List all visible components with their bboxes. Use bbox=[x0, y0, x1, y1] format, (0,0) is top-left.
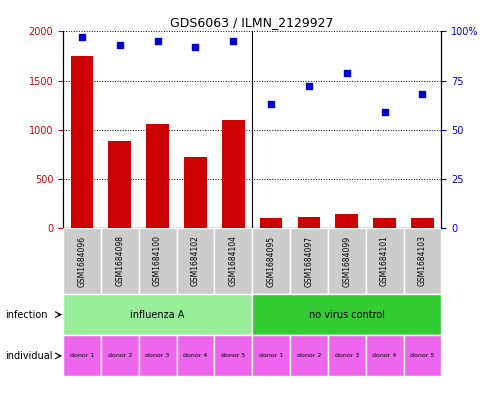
Text: GSM1684097: GSM1684097 bbox=[304, 235, 313, 286]
Text: donor 3: donor 3 bbox=[145, 353, 169, 358]
Bar bbox=[146, 124, 168, 228]
Text: GSM1684101: GSM1684101 bbox=[379, 235, 388, 286]
Bar bbox=[373, 218, 395, 228]
Text: infection: infection bbox=[5, 310, 47, 320]
Point bbox=[342, 70, 350, 76]
Text: donor 2: donor 2 bbox=[107, 353, 132, 358]
FancyBboxPatch shape bbox=[365, 228, 403, 294]
FancyBboxPatch shape bbox=[176, 228, 214, 294]
FancyBboxPatch shape bbox=[138, 228, 176, 294]
FancyBboxPatch shape bbox=[403, 335, 440, 376]
Point bbox=[229, 38, 237, 44]
FancyBboxPatch shape bbox=[252, 294, 440, 335]
FancyBboxPatch shape bbox=[63, 228, 101, 294]
FancyBboxPatch shape bbox=[327, 335, 365, 376]
Point bbox=[418, 91, 425, 97]
FancyBboxPatch shape bbox=[289, 335, 327, 376]
Text: GSM1684104: GSM1684104 bbox=[228, 235, 237, 286]
Point bbox=[191, 44, 199, 50]
Text: donor 3: donor 3 bbox=[334, 353, 358, 358]
Bar bbox=[222, 120, 244, 228]
Text: GSM1684102: GSM1684102 bbox=[191, 235, 199, 286]
Bar bbox=[297, 217, 319, 228]
Text: GSM1684096: GSM1684096 bbox=[77, 235, 86, 286]
Text: donor 5: donor 5 bbox=[409, 353, 434, 358]
Bar bbox=[108, 141, 131, 228]
Text: donor 1: donor 1 bbox=[258, 353, 283, 358]
Text: GSM1684100: GSM1684100 bbox=[153, 235, 162, 286]
Text: influenza A: influenza A bbox=[130, 310, 184, 320]
FancyBboxPatch shape bbox=[101, 228, 138, 294]
FancyBboxPatch shape bbox=[214, 335, 252, 376]
FancyBboxPatch shape bbox=[138, 335, 176, 376]
Text: GSM1684098: GSM1684098 bbox=[115, 235, 124, 286]
FancyBboxPatch shape bbox=[252, 335, 289, 376]
Point bbox=[78, 34, 86, 40]
FancyBboxPatch shape bbox=[214, 228, 252, 294]
FancyBboxPatch shape bbox=[63, 294, 252, 335]
Bar bbox=[184, 157, 206, 228]
FancyBboxPatch shape bbox=[101, 335, 138, 376]
Point bbox=[153, 38, 161, 44]
Text: donor 4: donor 4 bbox=[372, 353, 396, 358]
FancyBboxPatch shape bbox=[403, 228, 440, 294]
Bar bbox=[71, 56, 93, 228]
FancyBboxPatch shape bbox=[289, 228, 327, 294]
Text: no virus control: no virus control bbox=[308, 310, 384, 320]
Text: GSM1684099: GSM1684099 bbox=[342, 235, 350, 286]
FancyBboxPatch shape bbox=[252, 228, 289, 294]
Bar bbox=[410, 218, 433, 228]
Text: donor 4: donor 4 bbox=[183, 353, 207, 358]
Point bbox=[116, 42, 123, 48]
Text: GSM1684103: GSM1684103 bbox=[417, 235, 426, 286]
Text: donor 2: donor 2 bbox=[296, 353, 320, 358]
Point bbox=[380, 109, 388, 115]
FancyBboxPatch shape bbox=[365, 335, 403, 376]
Point bbox=[267, 101, 274, 107]
Text: individual: individual bbox=[5, 351, 52, 361]
FancyBboxPatch shape bbox=[63, 335, 101, 376]
Text: GSM1684095: GSM1684095 bbox=[266, 235, 275, 286]
Point bbox=[304, 83, 312, 90]
Text: donor 1: donor 1 bbox=[70, 353, 94, 358]
Title: GDS6063 / ILMN_2129927: GDS6063 / ILMN_2129927 bbox=[170, 16, 333, 29]
FancyBboxPatch shape bbox=[176, 335, 214, 376]
Bar bbox=[259, 218, 282, 228]
FancyBboxPatch shape bbox=[327, 228, 365, 294]
Bar bbox=[335, 214, 357, 228]
Text: donor 5: donor 5 bbox=[221, 353, 245, 358]
